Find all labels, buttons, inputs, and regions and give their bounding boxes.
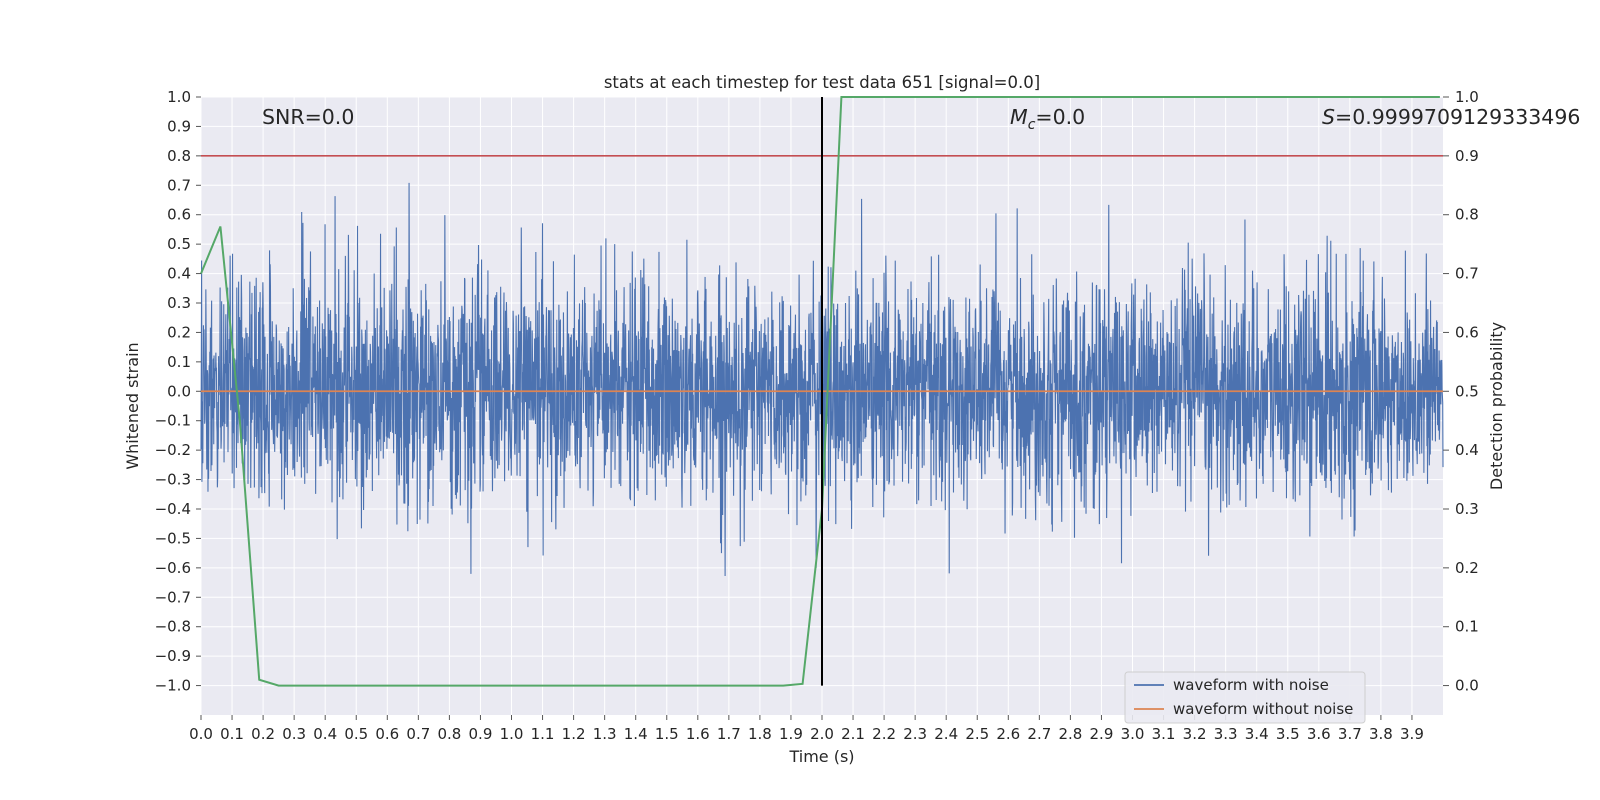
x-tick-label: 0.6 xyxy=(375,725,399,743)
y-tick-label: −0.2 xyxy=(155,441,191,459)
legend-box xyxy=(1124,671,1366,724)
x-tick-label: 0.4 xyxy=(313,725,337,743)
x-tick-label: 0.5 xyxy=(344,725,368,743)
snr-annotation: SNR=0.0 xyxy=(262,105,354,129)
x-tick-label: 2.0 xyxy=(810,725,834,743)
x-tick-label: 1.0 xyxy=(500,725,524,743)
x-tick-label: 0.9 xyxy=(469,725,493,743)
detection-probability-line xyxy=(200,96,1440,687)
legend-label-noise: waveform with noise xyxy=(1173,676,1329,694)
y-tick-label: −0.8 xyxy=(155,618,191,636)
s-value: =0.9999709129333496 xyxy=(1335,105,1580,129)
y2-tick-label: 0.7 xyxy=(1455,265,1479,283)
series-lines xyxy=(200,96,1443,687)
y2-tick-label: 0.0 xyxy=(1455,677,1479,695)
x-tick-label: 2.2 xyxy=(872,725,896,743)
x-tick-label: 3.4 xyxy=(1245,725,1269,743)
y-axis-label: Whitened strain xyxy=(123,342,142,469)
x-tick-label: 0.0 xyxy=(189,725,213,743)
legend-label-clean: waveform without noise xyxy=(1173,700,1353,718)
x-tick-label: 3.0 xyxy=(1121,725,1145,743)
y2-axis-label: Detection probability xyxy=(1487,322,1506,490)
y-tick-label: 1.0 xyxy=(167,88,191,106)
x-tick-label: 1.2 xyxy=(562,725,586,743)
axes: 0.0 0.1 0.2 0.3 0.4 0.5 0.6 0.7 0.8 0.9 1.0 1.1 1.2 1… xyxy=(155,88,1479,743)
y-tick-label: 0.7 xyxy=(167,176,191,194)
s-symbol: S xyxy=(1322,105,1335,129)
y-tick-label: 0.8 xyxy=(167,147,191,165)
y-tick-label: 0.4 xyxy=(167,265,191,283)
legend: waveform with noise waveform without noi… xyxy=(1124,671,1366,724)
y2-tick-label: 0.6 xyxy=(1455,323,1479,341)
mc-symbol: M xyxy=(1010,105,1028,129)
y-tick-label: 0.2 xyxy=(167,323,191,341)
x-tick-label: 1.9 xyxy=(779,725,803,743)
y-tick-label: −0.7 xyxy=(155,588,191,606)
x-tick-label: 2.9 xyxy=(1090,725,1114,743)
y2-tick-label: 0.5 xyxy=(1455,382,1479,400)
x-tick-label: 0.2 xyxy=(251,725,275,743)
x-tick-label: 3.1 xyxy=(1152,725,1176,743)
y2-tick-label: 0.8 xyxy=(1455,206,1479,224)
x-tick-label: 2.6 xyxy=(996,725,1020,743)
y-tick-label: 0.3 xyxy=(167,294,191,312)
x-tick-label: 3.5 xyxy=(1276,725,1300,743)
y-tick-label: 0.1 xyxy=(167,353,191,371)
x-tick-label: 1.6 xyxy=(686,725,710,743)
x-tick-label: 1.4 xyxy=(624,725,648,743)
y-tick-label: −0.1 xyxy=(155,412,191,430)
x-tick-label: 1.3 xyxy=(593,725,617,743)
mc-subscript: c xyxy=(1028,117,1036,133)
y2-tick-label: 0.1 xyxy=(1455,618,1479,636)
chart-title: stats at each timestep for test data 651… xyxy=(604,73,1040,92)
x-tick-label: 2.3 xyxy=(903,725,927,743)
x-tick-label: 2.7 xyxy=(1027,725,1051,743)
x-tick-label: 0.7 xyxy=(406,725,430,743)
y-tick-label: −0.6 xyxy=(155,559,191,577)
y-tick-label: −0.4 xyxy=(155,500,191,518)
x-tick-label: 2.4 xyxy=(934,725,958,743)
y-tick-label: 0.5 xyxy=(167,235,191,253)
x-tick-label: 3.2 xyxy=(1183,725,1207,743)
x-tick-label: 3.9 xyxy=(1400,725,1424,743)
mc-value: =0.0 xyxy=(1035,105,1085,129)
mc-annotation: Mc=0.0 xyxy=(1010,105,1085,133)
x-tick-label: 2.1 xyxy=(841,725,865,743)
y-tick-label: −0.3 xyxy=(155,471,191,489)
y-tick-label: −0.9 xyxy=(155,647,191,665)
y-tick-label: −1.0 xyxy=(155,677,191,695)
s-annotation: S=0.9999709129333496 xyxy=(1322,105,1580,129)
x-tick-label: 3.3 xyxy=(1214,725,1238,743)
y2-tick-label: 1.0 xyxy=(1455,88,1479,106)
x-tick-label: 3.7 xyxy=(1338,725,1362,743)
x-tick-label: 0.8 xyxy=(437,725,461,743)
x-tick-label: 1.1 xyxy=(531,725,555,743)
y-tick-label: 0.6 xyxy=(167,206,191,224)
x-tick-label: 3.6 xyxy=(1307,725,1331,743)
x-tick-label: 0.1 xyxy=(220,725,244,743)
x-tick-label: 3.8 xyxy=(1369,725,1393,743)
x-tick-label: 2.8 xyxy=(1058,725,1082,743)
x-tick-label: 1.7 xyxy=(717,725,741,743)
y2-tick-label: 0.4 xyxy=(1455,441,1479,459)
x-tick-label: 2.5 xyxy=(965,725,989,743)
y-tick-label: −0.5 xyxy=(155,529,191,547)
x-tick-label: 1.5 xyxy=(655,725,679,743)
x-tick-label: 0.3 xyxy=(282,725,306,743)
y2-tick-label: 0.2 xyxy=(1455,559,1479,577)
y-tick-label: 0.0 xyxy=(167,382,191,400)
y2-tick-label: 0.9 xyxy=(1455,147,1479,165)
x-tick-label: 1.8 xyxy=(748,725,772,743)
y-tick-label: 0.9 xyxy=(167,117,191,135)
y2-tick-label: 0.3 xyxy=(1455,500,1479,518)
x-axis-label: Time (s) xyxy=(788,747,854,766)
